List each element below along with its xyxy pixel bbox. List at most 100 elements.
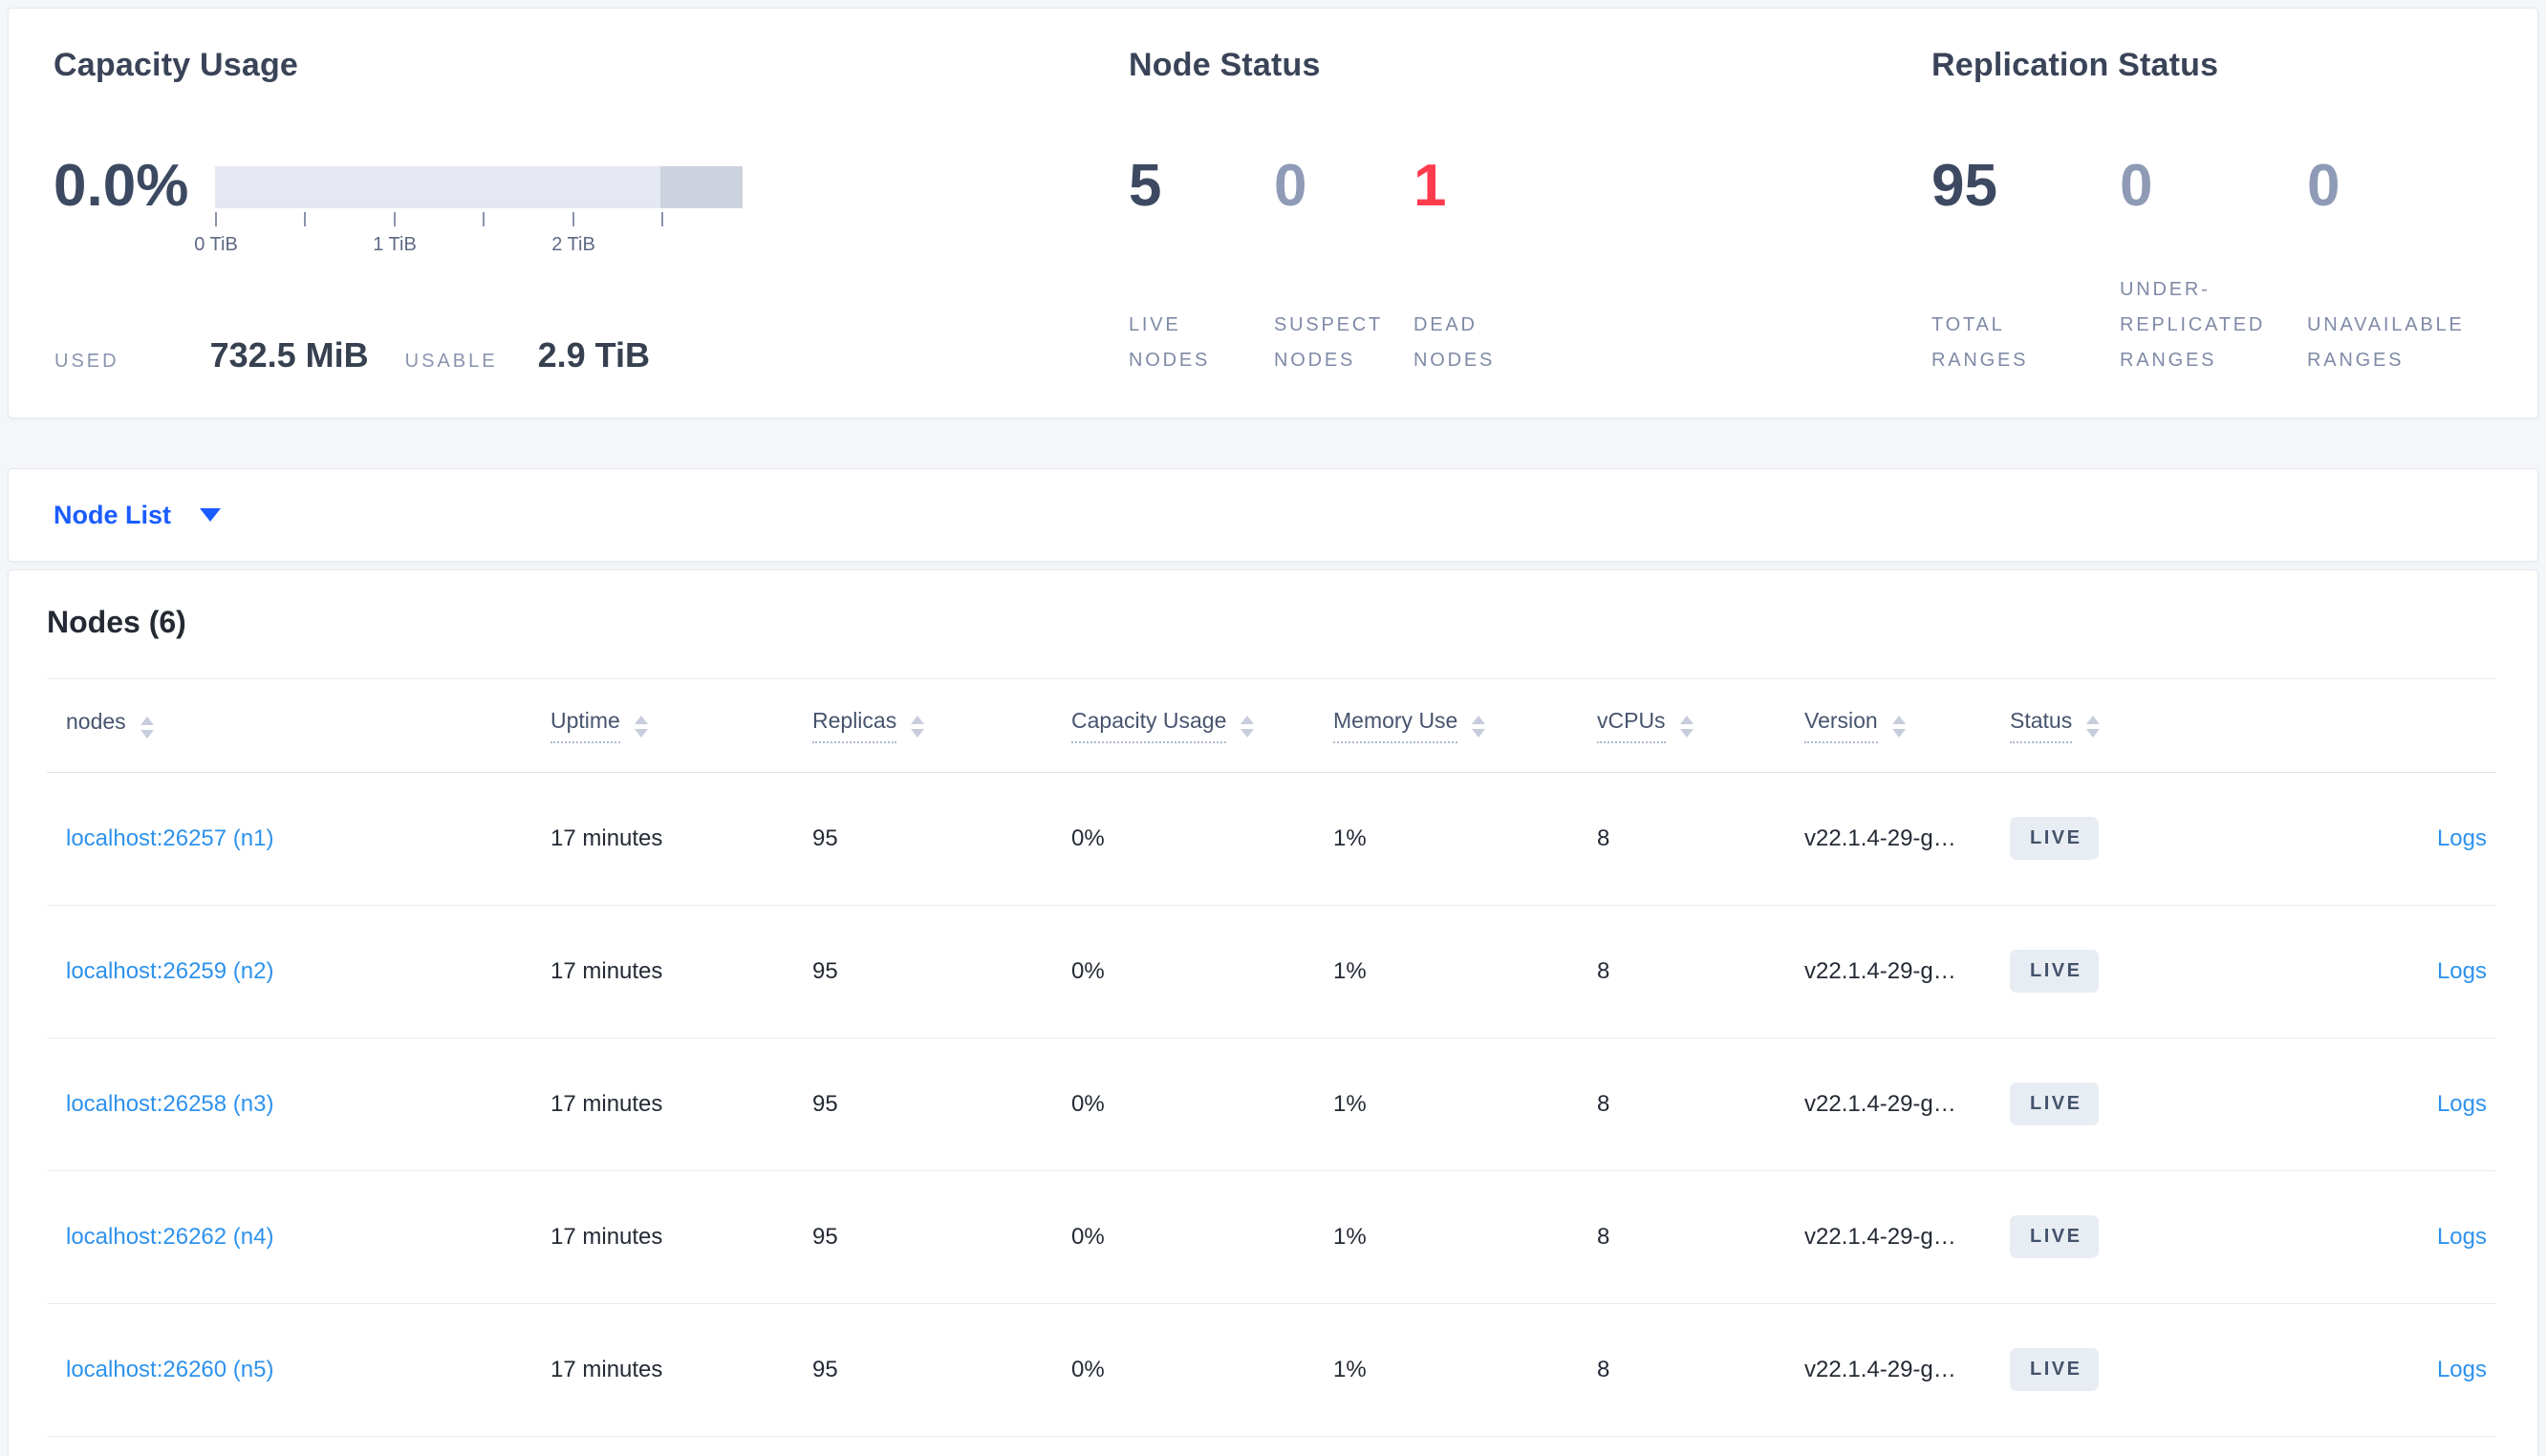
- column-header-capacity-usage[interactable]: Capacity Usage: [1071, 679, 1333, 773]
- gauge-tick-label: 2 TiB: [551, 234, 595, 255]
- uptime-cell: 17 minutes: [550, 772, 812, 906]
- column-header-vcpus[interactable]: vCPUs: [1597, 679, 1804, 773]
- sort-icon[interactable]: [1679, 715, 1694, 738]
- status-badge: LIVE: [2010, 817, 2100, 860]
- nodes-heading: Nodes (6): [47, 605, 186, 639]
- logs-link[interactable]: Logs: [2436, 1223, 2487, 1250]
- capacity-cell: 0%: [1071, 1170, 1333, 1304]
- status-badge: LIVE: [2010, 950, 2100, 993]
- node-list-dropdown[interactable]: Node List: [9, 469, 2537, 561]
- capacity-stats: USED 732.5 MiB USABLE 2.9 TiB: [54, 335, 650, 375]
- replication-status-section: Replication Status 95 TOTAL RANGES 0 UND…: [1931, 9, 2534, 418]
- version-cell: v22.1.4-29-g…: [1804, 772, 2010, 906]
- live-nodes-label: LIVE NODES: [1129, 314, 1211, 371]
- live-nodes-count: 5: [1129, 153, 1162, 219]
- sort-icon[interactable]: [1891, 715, 1906, 738]
- table-row: localhost:26257 (n1) 17 minutes 95 0% 1%…: [47, 772, 2496, 906]
- unavailable-ranges-label: UNAVAILABLE RANGES: [2307, 314, 2465, 371]
- column-header-nodes[interactable]: nodes: [47, 679, 550, 773]
- dead-nodes-label: DEAD NODES: [1413, 314, 1496, 371]
- table-header-row: nodes Uptime Replicas Capacity Usage Mem…: [47, 679, 2496, 773]
- status-badge: LIVE: [2010, 1082, 2100, 1125]
- nodes-table-card: Nodes (6) nodes Uptime Replicas Capacity…: [8, 569, 2538, 1456]
- suspect-nodes-count: 0: [1274, 153, 1307, 219]
- under-replicated-ranges-count: 0: [2120, 153, 2153, 219]
- unavailable-ranges-count: 0: [2307, 153, 2341, 219]
- gauge-tick-label: 1 TiB: [373, 234, 417, 255]
- column-header-version[interactable]: Version: [1804, 679, 2010, 773]
- node-status-title: Node Status: [1129, 47, 1321, 83]
- column-header-memory-use[interactable]: Memory Use: [1333, 679, 1597, 773]
- unavailable-ranges-stat: 0 UNAVAILABLE RANGES: [2307, 152, 2465, 378]
- column-header-logs: [2258, 679, 2496, 773]
- sort-icon[interactable]: [1472, 715, 1486, 738]
- sort-icon[interactable]: [1241, 715, 1255, 738]
- sort-icon[interactable]: [634, 715, 648, 738]
- uptime-cell: 17 minutes: [550, 905, 812, 1038]
- table-row: localhost:26259 (n2) 17 minutes 95 0% 1%…: [47, 905, 2496, 1038]
- replicas-cell: 95: [812, 1170, 1071, 1304]
- replication-status-stats: 95 TOTAL RANGES 0 UNDER- REPLICATED RANG…: [1931, 152, 2465, 378]
- vcpus-cell: 8: [1597, 772, 1804, 906]
- logs-link[interactable]: Logs: [2436, 957, 2487, 984]
- column-header-replicas[interactable]: Replicas: [812, 679, 1071, 773]
- node-link[interactable]: localhost:26259 (n2): [66, 957, 274, 984]
- logs-link[interactable]: Logs: [2436, 1090, 2487, 1117]
- node-link[interactable]: localhost:26262 (n4): [66, 1223, 274, 1250]
- version-cell: v22.1.4-29-g…: [1804, 905, 2010, 1038]
- uptime-cell: 17 minutes: [550, 1303, 812, 1437]
- memory-cell: 1%: [1333, 905, 1597, 1038]
- logs-link[interactable]: Logs: [2436, 1356, 2487, 1382]
- uptime-cell: 17 minutes: [550, 1038, 812, 1171]
- version-cell: v22.1.4-29-g…: [1804, 1303, 2010, 1437]
- capacity-gauge-bar: [215, 166, 743, 208]
- table-row: localhost:26260 (n5) 17 minutes 95 0% 1%…: [47, 1303, 2496, 1437]
- used-value: 732.5 MiB: [209, 335, 369, 375]
- sort-icon[interactable]: [911, 715, 925, 738]
- nodes-table: nodes Uptime Replicas Capacity Usage Mem…: [47, 679, 2496, 1437]
- table-row: localhost:26258 (n3) 17 minutes 95 0% 1%…: [47, 1038, 2496, 1171]
- vcpus-cell: 8: [1597, 905, 1804, 1038]
- node-status-section: Node Status 5 LIVE NODES 0 SUSPECT NODES…: [1129, 9, 1874, 418]
- replicas-cell: 95: [812, 1303, 1071, 1437]
- vcpus-cell: 8: [1597, 1170, 1804, 1304]
- capacity-usage-section: Capacity Usage 0.0% 0 TiB 1 TiB 2 TiB US…: [54, 9, 1105, 418]
- replicas-cell: 95: [812, 1038, 1071, 1171]
- gauge-tick: [304, 212, 306, 226]
- logs-link[interactable]: Logs: [2436, 824, 2487, 851]
- node-link[interactable]: localhost:26258 (n3): [66, 1090, 274, 1117]
- capacity-cell: 0%: [1071, 1303, 1333, 1437]
- gauge-tick: [483, 212, 485, 226]
- under-replicated-ranges-stat: 0 UNDER- REPLICATED RANGES: [2120, 152, 2307, 378]
- version-cell: v22.1.4-29-g…: [1804, 1170, 2010, 1304]
- under-replicated-ranges-label: UNDER- REPLICATED RANGES: [2120, 279, 2266, 371]
- capacity-cell: 0%: [1071, 772, 1333, 906]
- replicas-cell: 95: [812, 905, 1071, 1038]
- chevron-down-icon: [200, 508, 222, 522]
- view-selector-bar: Node List: [8, 468, 2538, 562]
- replicas-cell: 95: [812, 772, 1071, 906]
- sort-icon[interactable]: [2086, 715, 2101, 738]
- capacity-gauge-other-usage: [660, 166, 743, 208]
- heading-divider: [47, 678, 2496, 679]
- sort-icon[interactable]: [140, 716, 154, 739]
- total-ranges-label: TOTAL RANGES: [1931, 314, 2029, 371]
- version-cell: v22.1.4-29-g…: [1804, 1038, 2010, 1171]
- gauge-tick: [661, 212, 663, 226]
- memory-cell: 1%: [1333, 1038, 1597, 1171]
- capacity-usage-title: Capacity Usage: [54, 47, 299, 83]
- node-link[interactable]: localhost:26260 (n5): [66, 1356, 274, 1382]
- vcpus-cell: 8: [1597, 1038, 1804, 1171]
- column-header-status[interactable]: Status: [2010, 679, 2258, 773]
- column-header-uptime[interactable]: Uptime: [550, 679, 812, 773]
- usable-value: 2.9 TiB: [537, 335, 650, 375]
- used-label: USED: [54, 351, 119, 372]
- gauge-tick: [394, 212, 396, 226]
- capacity-cell: 0%: [1071, 905, 1333, 1038]
- memory-cell: 1%: [1333, 1170, 1597, 1304]
- memory-cell: 1%: [1333, 1303, 1597, 1437]
- node-link[interactable]: localhost:26257 (n1): [66, 824, 274, 851]
- total-ranges-count: 95: [1931, 153, 1997, 219]
- live-nodes-stat: 5 LIVE NODES: [1129, 152, 1274, 378]
- gauge-tick: [215, 212, 217, 226]
